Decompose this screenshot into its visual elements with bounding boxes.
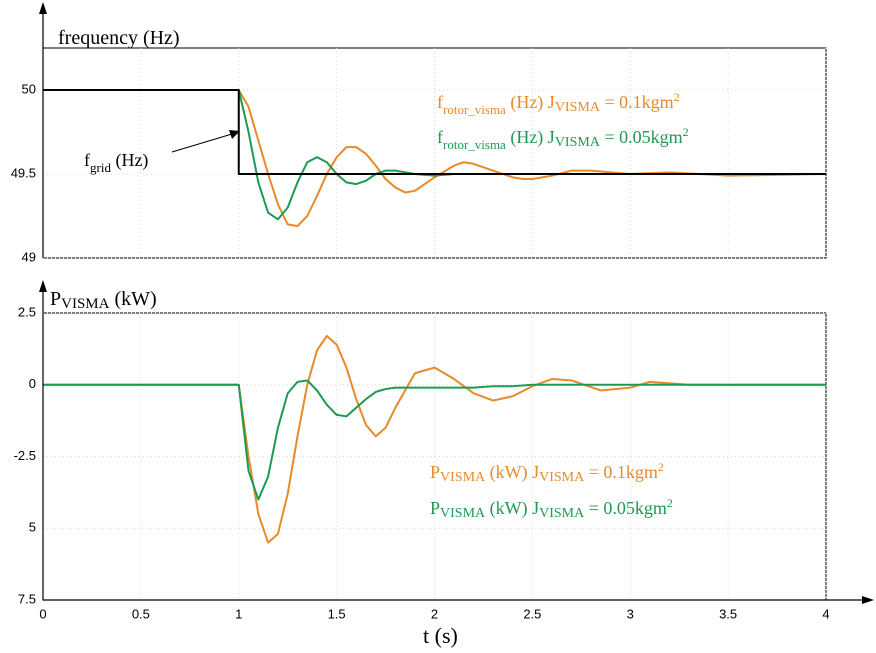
axis-arrow (862, 596, 874, 604)
legend-part: (Hz) J (506, 92, 555, 113)
legend-part: (kW) J (485, 462, 539, 483)
legend-part: rotor_visma (443, 102, 506, 117)
x-tick-label: 3.5 (719, 606, 737, 621)
series-line (43, 379, 826, 501)
title-part: P (50, 288, 61, 310)
legend-part: 2 (683, 125, 689, 139)
y-tick-label: 2.5 (18, 304, 36, 319)
legend-entry: fgrid (Hz) (84, 150, 148, 175)
legend-entry: frotor_visma (Hz) JVISMA = 0.1kgm2 (437, 90, 680, 117)
legend-part: 2 (667, 496, 673, 510)
y-tick-label: 49 (22, 249, 36, 264)
legend-part: P (430, 462, 440, 482)
series-line (43, 89, 827, 228)
title-part: VISMA (61, 296, 110, 312)
legend-part: VISMA (440, 506, 486, 521)
x-tick-label: 4 (822, 606, 829, 621)
x-tick-label: 1 (235, 606, 242, 621)
title-part: (kW) (109, 288, 156, 310)
y-tick-label: 0 (29, 376, 36, 391)
legend-part: = 0.1kgm (584, 462, 658, 482)
legend-part: = 0.05kgm (600, 127, 683, 147)
y-tick-label: 50 (22, 81, 36, 96)
x-axis-label: t (s) (423, 623, 458, 648)
series-line (43, 89, 826, 175)
legend-part: f (437, 127, 443, 147)
legend-part: VISMA (539, 506, 585, 521)
legend-part: P (430, 498, 440, 518)
x-tick-label: 0.5 (132, 606, 150, 621)
y-tick-label: 49.5 (11, 165, 36, 180)
legend-part: VISMA (555, 135, 601, 150)
legend-part: = 0.05kgm (584, 498, 667, 518)
y-tick-label: -2.5 (14, 448, 36, 463)
legend-entry: frotor_visma (Hz) JVISMA = 0.05kgm2 (437, 125, 689, 152)
y-tick-label: 5 (29, 520, 36, 535)
legend-part: grid (90, 160, 111, 175)
y-tick-label: 7.5 (18, 591, 36, 606)
plot-frame (42, 312, 827, 601)
legend-entry: PVISMA (kW) JVISMA = 0.1kgm2 (430, 460, 664, 485)
legend-part: (Hz) J (506, 127, 555, 148)
x-tick-label: 2.5 (523, 606, 541, 621)
legend-part: (Hz) (111, 150, 148, 171)
legend-part: VISMA (440, 470, 486, 485)
legend-part: 2 (674, 90, 680, 104)
chart-title: frequency (Hz) (58, 27, 180, 49)
x-tick-label: 0 (39, 606, 46, 621)
chart-title: PVISMA (kW) (50, 288, 157, 312)
annotation-arrow (171, 133, 233, 153)
x-tick-label: 3 (627, 606, 634, 621)
legend-part: 2 (658, 460, 664, 474)
legend-part: VISMA (555, 100, 601, 115)
legend-entry: PVISMA (kW) JVISMA = 0.05kgm2 (430, 496, 673, 521)
axis-arrow (39, 280, 47, 292)
x-tick-label: 2 (431, 606, 438, 621)
legend-part: VISMA (539, 470, 585, 485)
axis-arrow (39, 2, 47, 14)
annotation-arrow (229, 130, 240, 139)
legend-part: f (84, 150, 90, 170)
legend-part: (kW) J (485, 498, 539, 519)
legend-part: rotor_visma (443, 137, 506, 152)
series-line (43, 89, 826, 221)
legend-part: = 0.1kgm (600, 92, 674, 112)
legend-part: f (437, 92, 443, 112)
x-tick-label: 1.5 (328, 606, 346, 621)
